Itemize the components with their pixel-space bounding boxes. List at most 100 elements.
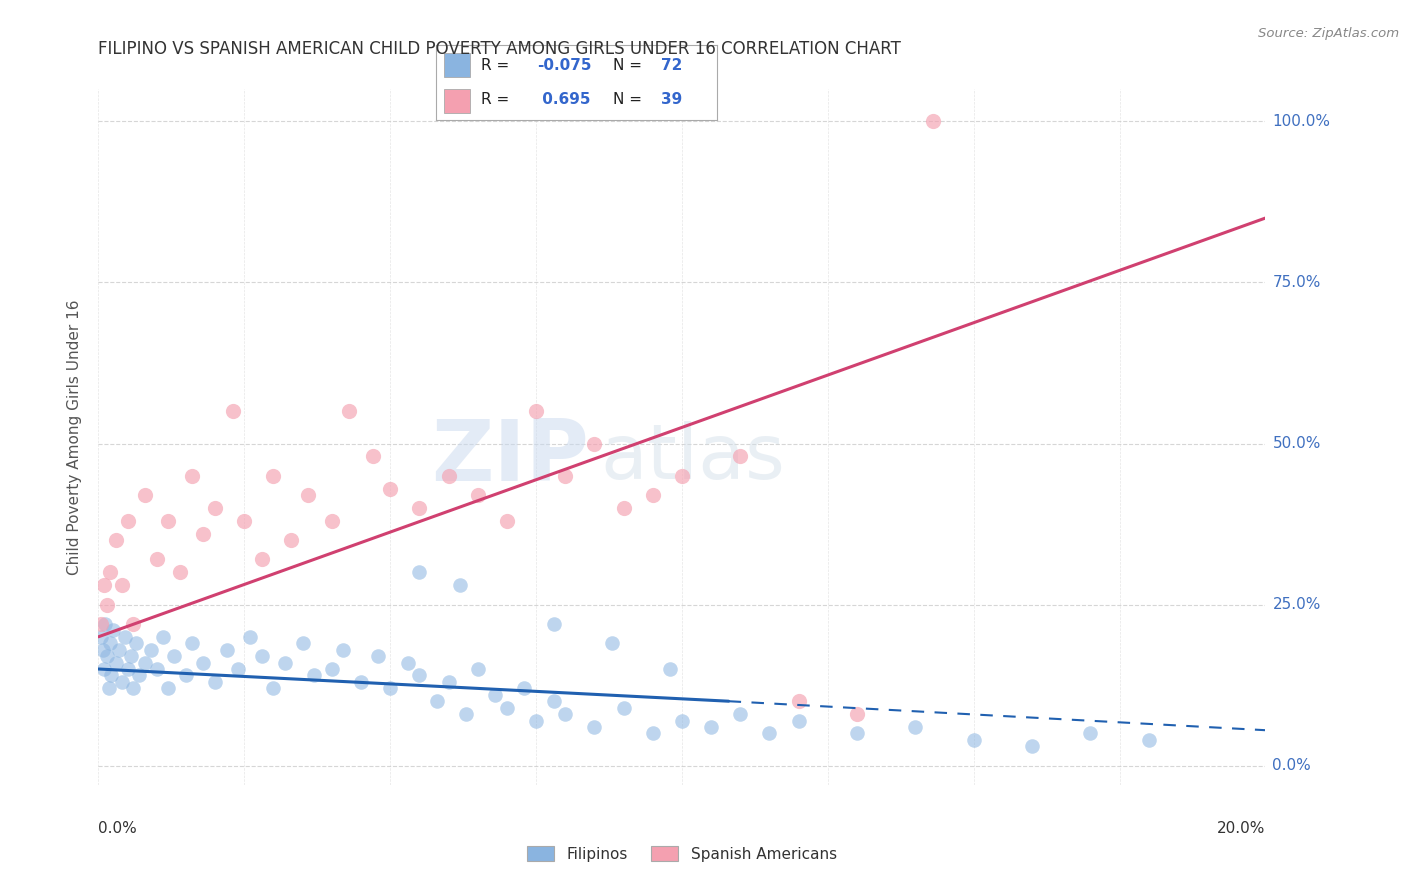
Point: [125, 636, 148, 650]
Text: N =: N =: [613, 58, 643, 72]
Point: [98, 636, 121, 650]
Point: [612, 700, 634, 714]
Point: [120, 649, 142, 664]
Point: [513, 681, 536, 696]
Point: [90, 616, 112, 631]
Point: [396, 656, 419, 670]
Point: [304, 668, 326, 682]
Point: [97, 681, 120, 696]
Y-axis label: Child Poverty Among Girls Under 16: Child Poverty Among Girls Under 16: [67, 300, 83, 574]
Point: [600, 636, 623, 650]
Point: [1021, 739, 1043, 754]
Point: [239, 630, 262, 644]
Point: [758, 726, 780, 740]
Point: [350, 674, 373, 689]
Point: [321, 662, 343, 676]
Point: [495, 514, 517, 528]
Point: [114, 630, 136, 644]
Bar: [444, 53, 470, 78]
Point: [139, 642, 162, 657]
Point: [204, 674, 226, 689]
Point: [215, 642, 238, 657]
Text: R =: R =: [481, 93, 509, 107]
Point: [100, 668, 122, 682]
Point: [108, 642, 131, 657]
Point: [180, 636, 202, 650]
Point: [1080, 726, 1102, 740]
Text: 0.0%: 0.0%: [98, 821, 138, 836]
Point: [98, 566, 121, 580]
Point: [1137, 732, 1160, 747]
Point: [787, 694, 810, 708]
Text: N =: N =: [613, 93, 643, 107]
Point: [111, 578, 134, 592]
Point: [467, 662, 489, 676]
Point: [262, 468, 284, 483]
Bar: [444, 88, 470, 112]
Point: [152, 630, 174, 644]
Point: [659, 662, 682, 676]
Point: [495, 700, 517, 714]
Point: [921, 114, 943, 128]
Point: [671, 468, 693, 483]
Point: [117, 662, 139, 676]
Point: [291, 636, 314, 650]
Point: [157, 681, 180, 696]
Point: [101, 624, 124, 638]
Point: [193, 526, 215, 541]
Point: [134, 656, 156, 670]
Point: [554, 468, 576, 483]
Text: Source: ZipAtlas.com: Source: ZipAtlas.com: [1258, 27, 1399, 40]
Point: [157, 514, 180, 528]
Point: [378, 482, 402, 496]
Point: [524, 404, 547, 418]
Point: [233, 514, 256, 528]
Point: [94, 616, 117, 631]
Point: [467, 488, 489, 502]
Point: [700, 720, 723, 734]
Point: [730, 707, 752, 722]
Text: 39: 39: [661, 93, 682, 107]
Point: [543, 616, 565, 631]
Point: [641, 488, 664, 502]
Point: [274, 656, 297, 670]
Point: [250, 552, 273, 566]
Point: [583, 720, 606, 734]
Text: R =: R =: [481, 58, 509, 72]
Point: [117, 514, 139, 528]
Text: -0.075: -0.075: [537, 58, 592, 72]
Point: [111, 674, 134, 689]
Point: [408, 566, 430, 580]
Point: [297, 488, 319, 502]
Text: 20.0%: 20.0%: [1218, 821, 1265, 836]
Point: [437, 674, 460, 689]
Point: [96, 649, 118, 664]
Text: 100.0%: 100.0%: [1272, 114, 1330, 129]
Point: [250, 649, 273, 664]
Point: [91, 642, 114, 657]
Point: [93, 662, 115, 676]
Point: [845, 707, 868, 722]
Point: [962, 732, 984, 747]
Point: [484, 688, 506, 702]
Point: [437, 468, 460, 483]
Point: [228, 662, 250, 676]
Point: [146, 662, 169, 676]
Point: [163, 649, 186, 664]
Point: [787, 714, 810, 728]
Point: [524, 714, 547, 728]
Point: [337, 404, 360, 418]
Text: ZIP: ZIP: [430, 417, 589, 500]
Legend: Filipinos, Spanish Americans: Filipinos, Spanish Americans: [520, 839, 844, 868]
Text: 0.0%: 0.0%: [1272, 758, 1312, 773]
Point: [378, 681, 402, 696]
Text: FILIPINO VS SPANISH AMERICAN CHILD POVERTY AMONG GIRLS UNDER 16 CORRELATION CHAR: FILIPINO VS SPANISH AMERICAN CHILD POVER…: [98, 40, 901, 58]
Point: [454, 707, 477, 722]
Point: [204, 500, 226, 515]
Point: [904, 720, 927, 734]
Point: [543, 694, 565, 708]
Text: 75.0%: 75.0%: [1272, 275, 1320, 290]
Point: [361, 450, 384, 464]
Point: [180, 468, 202, 483]
Point: [169, 566, 191, 580]
